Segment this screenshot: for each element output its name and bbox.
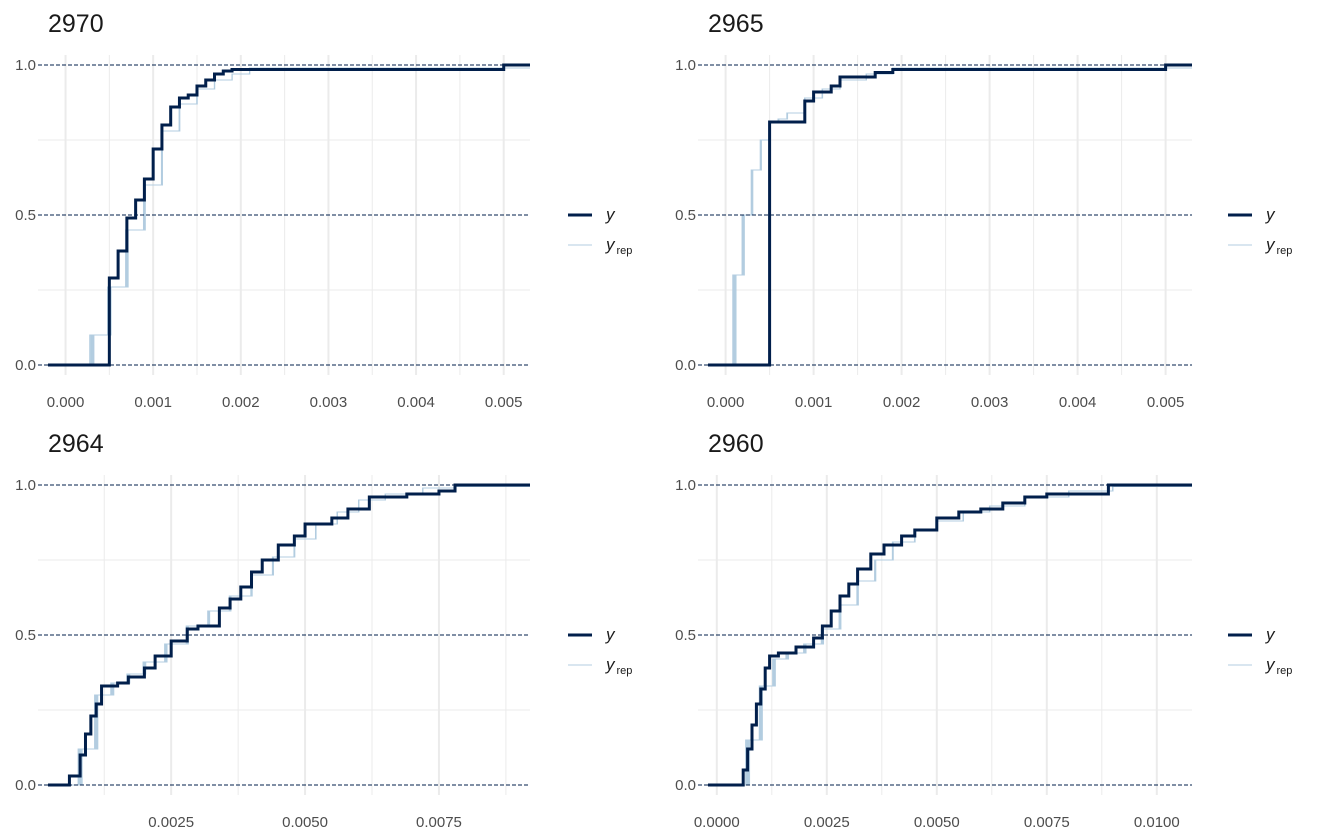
yrep-step-line — [732, 486, 1192, 786]
yrep-step-line — [735, 486, 1193, 786]
yrep-step-line — [80, 67, 531, 366]
yrep-step-line — [66, 486, 531, 786]
yrep-step-line — [733, 486, 1192, 786]
x-tick-label: 0.005 — [485, 394, 523, 411]
yrep-step-line — [79, 67, 531, 366]
yrep-step-line — [734, 486, 1192, 786]
legend-label-yrep-main: y — [1265, 235, 1276, 254]
x-tick-label: 0.0025 — [804, 814, 850, 831]
panel-title: 2965 — [708, 10, 764, 38]
x-tick-label: 0.001 — [795, 394, 833, 411]
legend-label-yrep-sub: rep — [1277, 245, 1293, 257]
legend-label-yrep-sub: rep — [617, 665, 633, 677]
yrep-step-line — [78, 67, 530, 366]
yrep-step-line — [80, 67, 531, 366]
yrep-step-line — [734, 486, 1192, 786]
panel-title: 2960 — [708, 430, 764, 458]
x-tick-label: 0.000 — [47, 394, 85, 411]
y-step-line — [48, 63, 530, 367]
y-tick-label: 0.5 — [675, 627, 696, 644]
legend-label-yrep-main: y — [1265, 655, 1276, 674]
x-tick-label: 0.003 — [971, 394, 1009, 411]
legend-label-y: y — [605, 625, 616, 644]
legend-label-y: y — [1265, 625, 1276, 644]
y-tick-label: 1.0 — [15, 477, 36, 494]
x-tick-label: 0.0050 — [914, 814, 960, 831]
legend: yy rep — [1228, 625, 1292, 677]
y-tick-label: 0.5 — [15, 207, 36, 224]
yrep-step-line — [62, 486, 530, 786]
yrep-step-line — [79, 67, 531, 366]
panel-title: 2970 — [48, 10, 104, 38]
x-tick-label: 0.000 — [707, 394, 745, 411]
x-tick-label: 0.0050 — [282, 814, 328, 831]
y-step-line — [708, 63, 1192, 367]
yrep-step-line — [65, 486, 531, 786]
x-tick-label: 0.0025 — [148, 814, 194, 831]
y-tick-label: 0.0 — [15, 777, 36, 794]
yrep-step-line — [61, 486, 530, 786]
x-tick-label: 0.005 — [1147, 394, 1185, 411]
yrep-step-line — [78, 67, 530, 366]
legend: yy rep — [568, 625, 632, 677]
legend-label-yrep: y rep — [605, 655, 632, 677]
x-tick-label: 0.002 — [883, 394, 921, 411]
x-tick-label: 0.003 — [310, 394, 348, 411]
yrep-step-line — [733, 486, 1192, 786]
legend: yy rep — [1228, 205, 1292, 257]
y-tick-label: 0.0 — [675, 357, 696, 374]
ecdf-panel-1: 2970 0.000 0.001 0.002 0.003 0.004 0.005 0.0 0.5… — [15, 10, 632, 411]
x-tick-label: 0.004 — [1059, 394, 1097, 411]
legend: yy rep — [568, 205, 632, 257]
y-step-line — [708, 483, 1192, 787]
y-tick-label: 0.0 — [15, 357, 36, 374]
y-tick-label: 1.0 — [15, 57, 36, 74]
x-tick-label: 0.0100 — [1134, 814, 1180, 831]
ecdf-panel-4: 2960 0.0000 0.0025 0.0050 0.0075 0.0100 0.0 0.5… — [675, 430, 1292, 831]
x-tick-label: 0.0000 — [694, 814, 740, 831]
y-tick-label: 0.5 — [15, 627, 36, 644]
legend-label-yrep-sub: rep — [617, 245, 633, 257]
yrep-step-line — [64, 486, 531, 786]
legend-label-yrep: y rep — [605, 235, 632, 257]
legend-label-y: y — [605, 205, 616, 224]
x-tick-label: 0.002 — [222, 394, 260, 411]
y-tick-label: 0.0 — [675, 777, 696, 794]
panel-title: 2964 — [48, 430, 104, 458]
legend-label-yrep-main: y — [605, 655, 616, 674]
yrep-step-line — [64, 486, 530, 786]
legend-label-yrep: y rep — [1265, 235, 1292, 257]
legend-label-y: y — [1265, 205, 1276, 224]
ecdf-panel-2: 2965 0.000 0.001 0.002 0.003 0.004 0.005 0.0 0.5… — [675, 10, 1292, 411]
y-step-line — [48, 483, 530, 787]
x-tick-label: 0.0075 — [416, 814, 462, 831]
y-tick-label: 1.0 — [675, 477, 696, 494]
yrep-step-line — [736, 486, 1193, 786]
yrep-step-line — [63, 486, 530, 786]
x-tick-label: 0.0075 — [1024, 814, 1070, 831]
legend-label-yrep-main: y — [605, 235, 616, 254]
legend-label-yrep: y rep — [1265, 655, 1292, 677]
legend-label-yrep-sub: rep — [1277, 665, 1293, 677]
y-tick-label: 0.5 — [675, 207, 696, 224]
x-tick-label: 0.001 — [134, 394, 172, 411]
yrep-step-line — [726, 67, 1193, 366]
yrep-step-line — [735, 486, 1192, 786]
y-tick-label: 1.0 — [675, 57, 696, 74]
x-tick-label: 0.004 — [397, 394, 435, 411]
yrep-step-line — [65, 486, 531, 786]
